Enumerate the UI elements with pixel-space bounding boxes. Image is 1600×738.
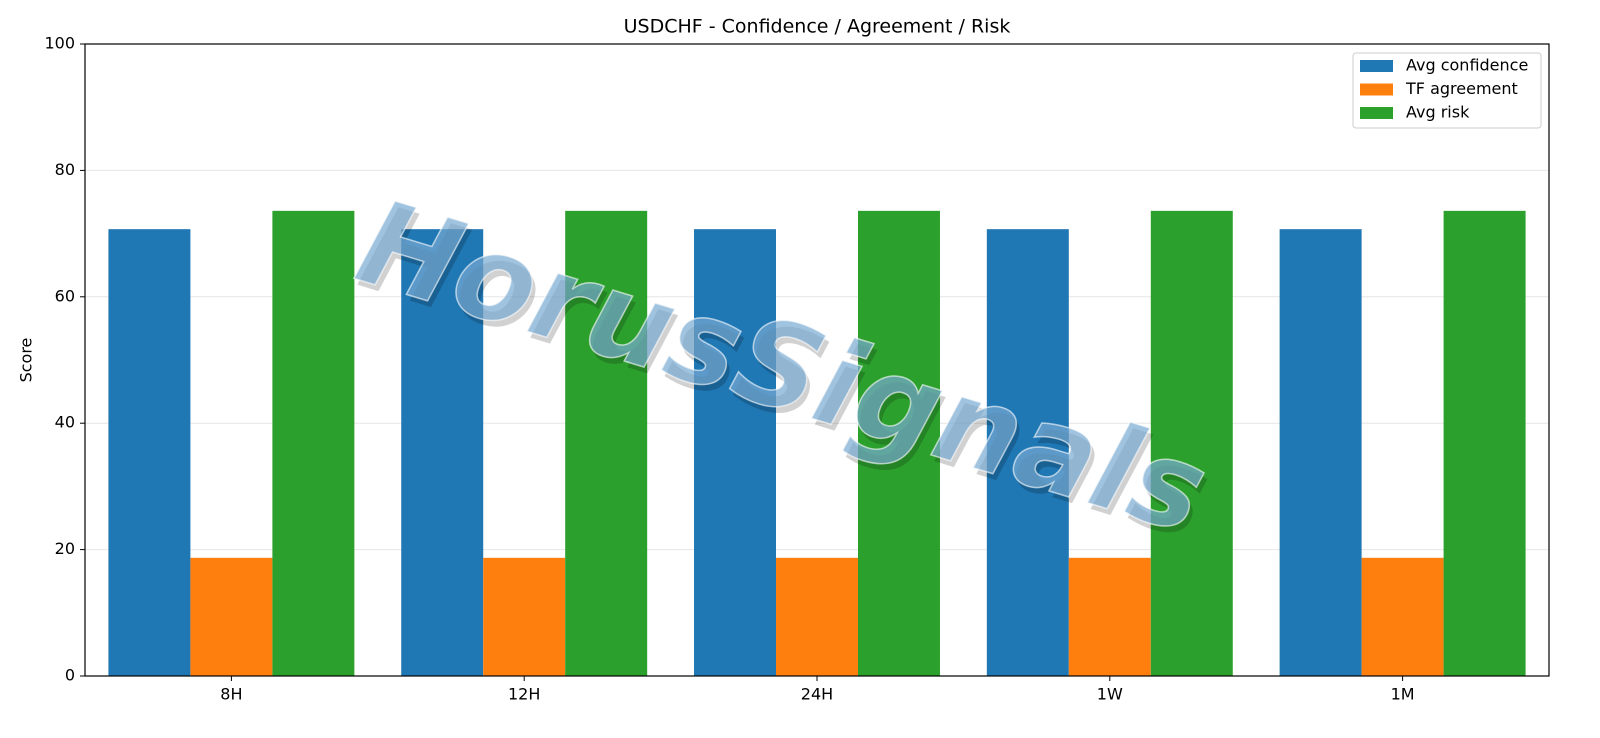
- bar: [1279, 229, 1362, 676]
- y-tick-label: 80: [55, 160, 75, 179]
- legend-swatch: [1360, 83, 1393, 96]
- bar: [1443, 210, 1526, 676]
- bar: [857, 210, 940, 676]
- bar: [108, 229, 191, 676]
- bar: [1361, 557, 1444, 676]
- y-axis-label: Score: [17, 338, 36, 383]
- bar: [401, 229, 484, 676]
- legend-label: Avg risk: [1406, 103, 1470, 122]
- bar: [1150, 210, 1233, 676]
- bar: [483, 557, 566, 676]
- x-tick-label: 8H: [220, 685, 242, 704]
- bar: [986, 229, 1069, 676]
- bar: [565, 210, 648, 676]
- legend-swatch: [1360, 60, 1393, 72]
- bar: [694, 229, 777, 676]
- legend-label: Avg confidence: [1406, 56, 1528, 75]
- legend-label: TF agreement: [1405, 79, 1518, 98]
- x-tick-label: 1M: [1391, 685, 1415, 704]
- bar: [776, 557, 858, 676]
- bar: [272, 210, 355, 676]
- chart-title: USDCHF - Confidence / Agreement / Risk: [624, 16, 1011, 38]
- plot-frame: [84, 43, 1550, 677]
- x-tick-label: 24H: [801, 685, 833, 704]
- x-tick-label: 1W: [1097, 685, 1123, 704]
- bar: [1068, 557, 1151, 676]
- x-tick-label: 12H: [508, 685, 540, 704]
- y-tick-label: 60: [55, 286, 75, 305]
- legend-swatch: [1360, 107, 1393, 119]
- y-tick-label: 100: [44, 34, 75, 53]
- legend-box: [1352, 52, 1542, 129]
- y-tick-label: 40: [55, 413, 75, 432]
- y-tick-label: 0: [65, 666, 75, 685]
- bar: [190, 557, 273, 676]
- y-tick-label: 20: [55, 539, 75, 558]
